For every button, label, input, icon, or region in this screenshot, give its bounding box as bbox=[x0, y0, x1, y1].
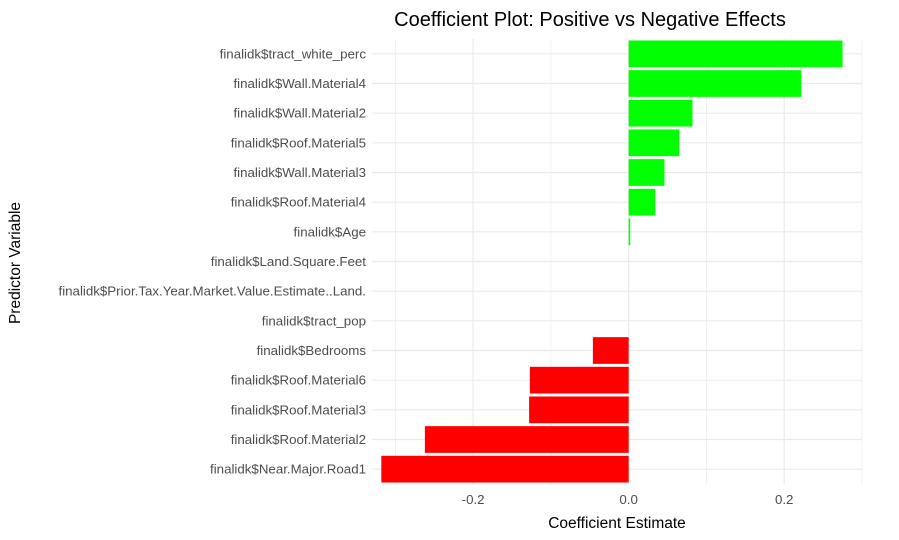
y-tick-label: finalidk$Bedrooms bbox=[257, 343, 367, 358]
bar-3 bbox=[628, 129, 680, 157]
y-tick-label: finalidk$Wall.Material3 bbox=[233, 165, 366, 180]
x-axis-title: Coefficient Estimate bbox=[548, 515, 686, 532]
bar-4 bbox=[628, 159, 665, 186]
bar-13 bbox=[424, 426, 629, 453]
bar-5 bbox=[628, 188, 656, 216]
y-tick-label: finalidk$Roof.Material4 bbox=[231, 195, 366, 210]
y-tick-label: finalidk$Wall.Material2 bbox=[233, 106, 366, 121]
y-tick-label: finalidk$Roof.Material6 bbox=[231, 373, 366, 388]
y-tick-label: finalidk$Roof.Material3 bbox=[231, 402, 366, 417]
bar-11 bbox=[529, 366, 629, 394]
y-tick-label: finalidk$Prior.Tax.Year.Market.Value.Est… bbox=[59, 284, 366, 299]
bars bbox=[381, 40, 843, 483]
bar-2 bbox=[628, 99, 693, 127]
y-tick-label: finalidk$Roof.Material5 bbox=[231, 135, 366, 150]
bar-10 bbox=[592, 337, 629, 364]
y-tick-labels: finalidk$tract_white_perc finalidk$Wall.M… bbox=[59, 46, 367, 476]
chart-title: Coefficient Plot: Positive vs Negative E… bbox=[394, 9, 786, 31]
bar-12 bbox=[529, 396, 629, 424]
y-tick-label: finalidk$Land.Square.Feet bbox=[211, 254, 367, 269]
y-tick-label: finalidk$tract_white_perc bbox=[220, 46, 367, 61]
y-axis-title: Predictor Variable bbox=[7, 202, 24, 324]
y-tick-label: finalidk$tract_pop bbox=[262, 313, 366, 328]
y-tick-label: finalidk$Near.Major.Road1 bbox=[210, 462, 366, 477]
y-tick-label: finalidk$Age bbox=[294, 224, 366, 239]
y-tick-label: finalidk$Wall.Material4 bbox=[233, 76, 366, 91]
y-tick-label: finalidk$Roof.Material2 bbox=[231, 432, 366, 447]
x-tick-label: 0.2 bbox=[775, 492, 794, 507]
bar-14 bbox=[381, 455, 629, 483]
bar-1 bbox=[628, 70, 802, 97]
bar-0 bbox=[628, 40, 843, 68]
x-tick-label: 0.0 bbox=[619, 492, 638, 507]
bar-6 bbox=[628, 218, 631, 246]
x-tick-labels: -0.2 0.0 0.2 bbox=[462, 492, 794, 507]
x-tick-label: -0.2 bbox=[462, 492, 485, 507]
